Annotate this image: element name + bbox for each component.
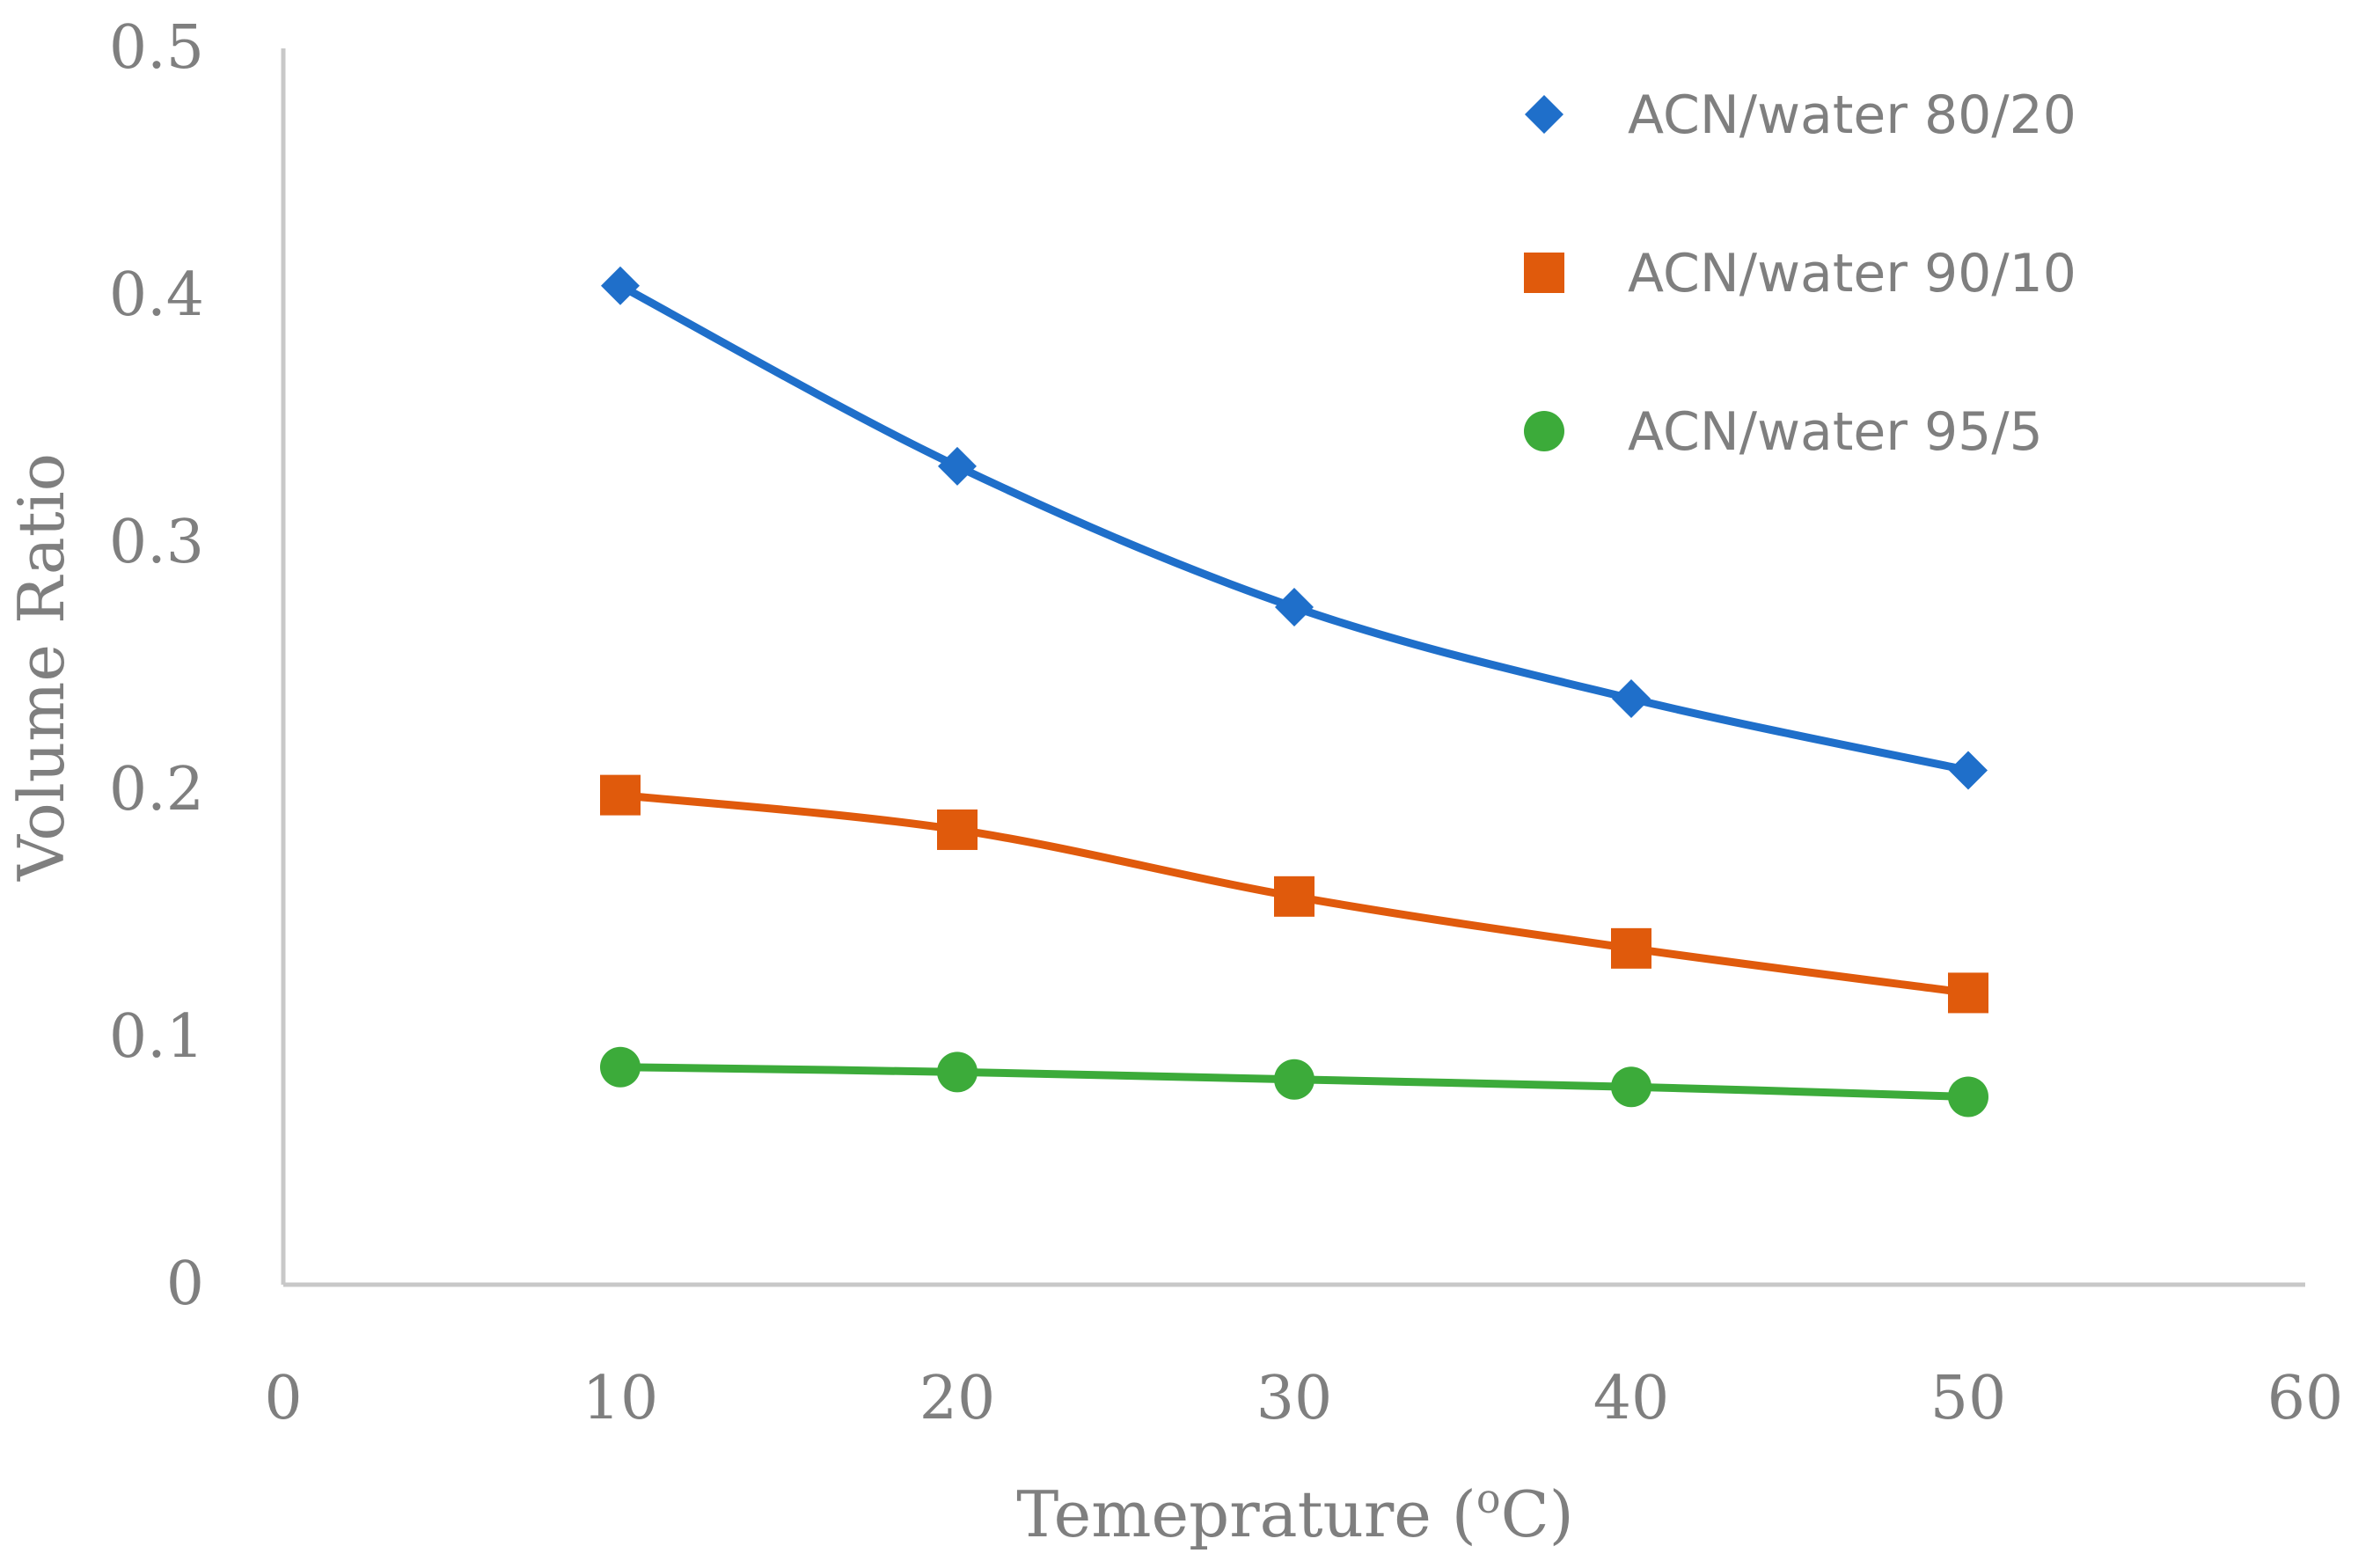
x-tick-label: 10 bbox=[582, 1364, 659, 1433]
data-point-circle bbox=[937, 1051, 978, 1093]
legend-marker-diamond bbox=[1525, 95, 1563, 134]
legend-marker-square bbox=[1524, 253, 1564, 293]
data-point-square bbox=[937, 809, 978, 850]
legend-marker-circle bbox=[1524, 411, 1564, 451]
x-axis-title-main: Temeprature ( bbox=[1016, 1477, 1476, 1551]
series-line-1 bbox=[616, 282, 1973, 775]
data-point-circle bbox=[1948, 1076, 1988, 1117]
legend-label: ACN/water 80/20 bbox=[1628, 84, 2076, 146]
x-tick-label: 50 bbox=[1930, 1364, 2007, 1433]
y-tick-label: 0.4 bbox=[109, 260, 204, 330]
x-tick-label: 0 bbox=[264, 1364, 302, 1433]
data-point-square bbox=[1948, 972, 1988, 1014]
x-tick-label: 60 bbox=[2267, 1364, 2344, 1433]
data-point-square bbox=[1274, 876, 1314, 917]
y-tick-label: 0.3 bbox=[109, 508, 204, 577]
legend-label: ACN/water 95/5 bbox=[1628, 401, 2043, 463]
x-axis-title-superscript: o bbox=[1476, 1475, 1501, 1522]
y-tick-label: 0.2 bbox=[109, 755, 204, 824]
data-point-square bbox=[1611, 927, 1651, 969]
y-axis-title: Volume Ratio bbox=[4, 453, 78, 882]
data-point-diamond bbox=[1275, 588, 1314, 627]
data-point-diamond bbox=[1949, 751, 1988, 790]
x-tick-label: 20 bbox=[919, 1364, 996, 1433]
x-tick-labels: 0 10 20 30 40 50 60 bbox=[264, 1364, 2343, 1433]
y-tick-label: 0.5 bbox=[109, 13, 204, 83]
data-point-diamond bbox=[1612, 679, 1651, 719]
data-point-circle bbox=[1274, 1059, 1314, 1100]
data-point-circle bbox=[600, 1046, 641, 1088]
x-axis-title: Temeprature (oC) bbox=[1016, 1475, 1574, 1551]
x-axis-title-tail: C) bbox=[1501, 1477, 1574, 1551]
y-tick-label: 0 bbox=[166, 1249, 204, 1319]
y-tick-label: 0.1 bbox=[109, 1002, 204, 1072]
series-markers bbox=[600, 266, 1988, 1117]
y-tick-labels: 0 0.1 0.2 0.3 0.4 0.5 bbox=[109, 13, 204, 1319]
data-point-diamond bbox=[938, 446, 977, 486]
x-tick-label: 30 bbox=[1256, 1364, 1333, 1433]
axes bbox=[281, 48, 2305, 1287]
data-point-square bbox=[600, 774, 641, 816]
legend: ACN/water 80/20 ACN/water 90/10 ACN/water … bbox=[1524, 84, 2076, 463]
x-tick-label: 40 bbox=[1593, 1364, 1670, 1433]
data-point-circle bbox=[1611, 1066, 1651, 1108]
data-point-diamond bbox=[601, 266, 640, 305]
legend-label: ACN/water 90/10 bbox=[1628, 243, 2076, 304]
